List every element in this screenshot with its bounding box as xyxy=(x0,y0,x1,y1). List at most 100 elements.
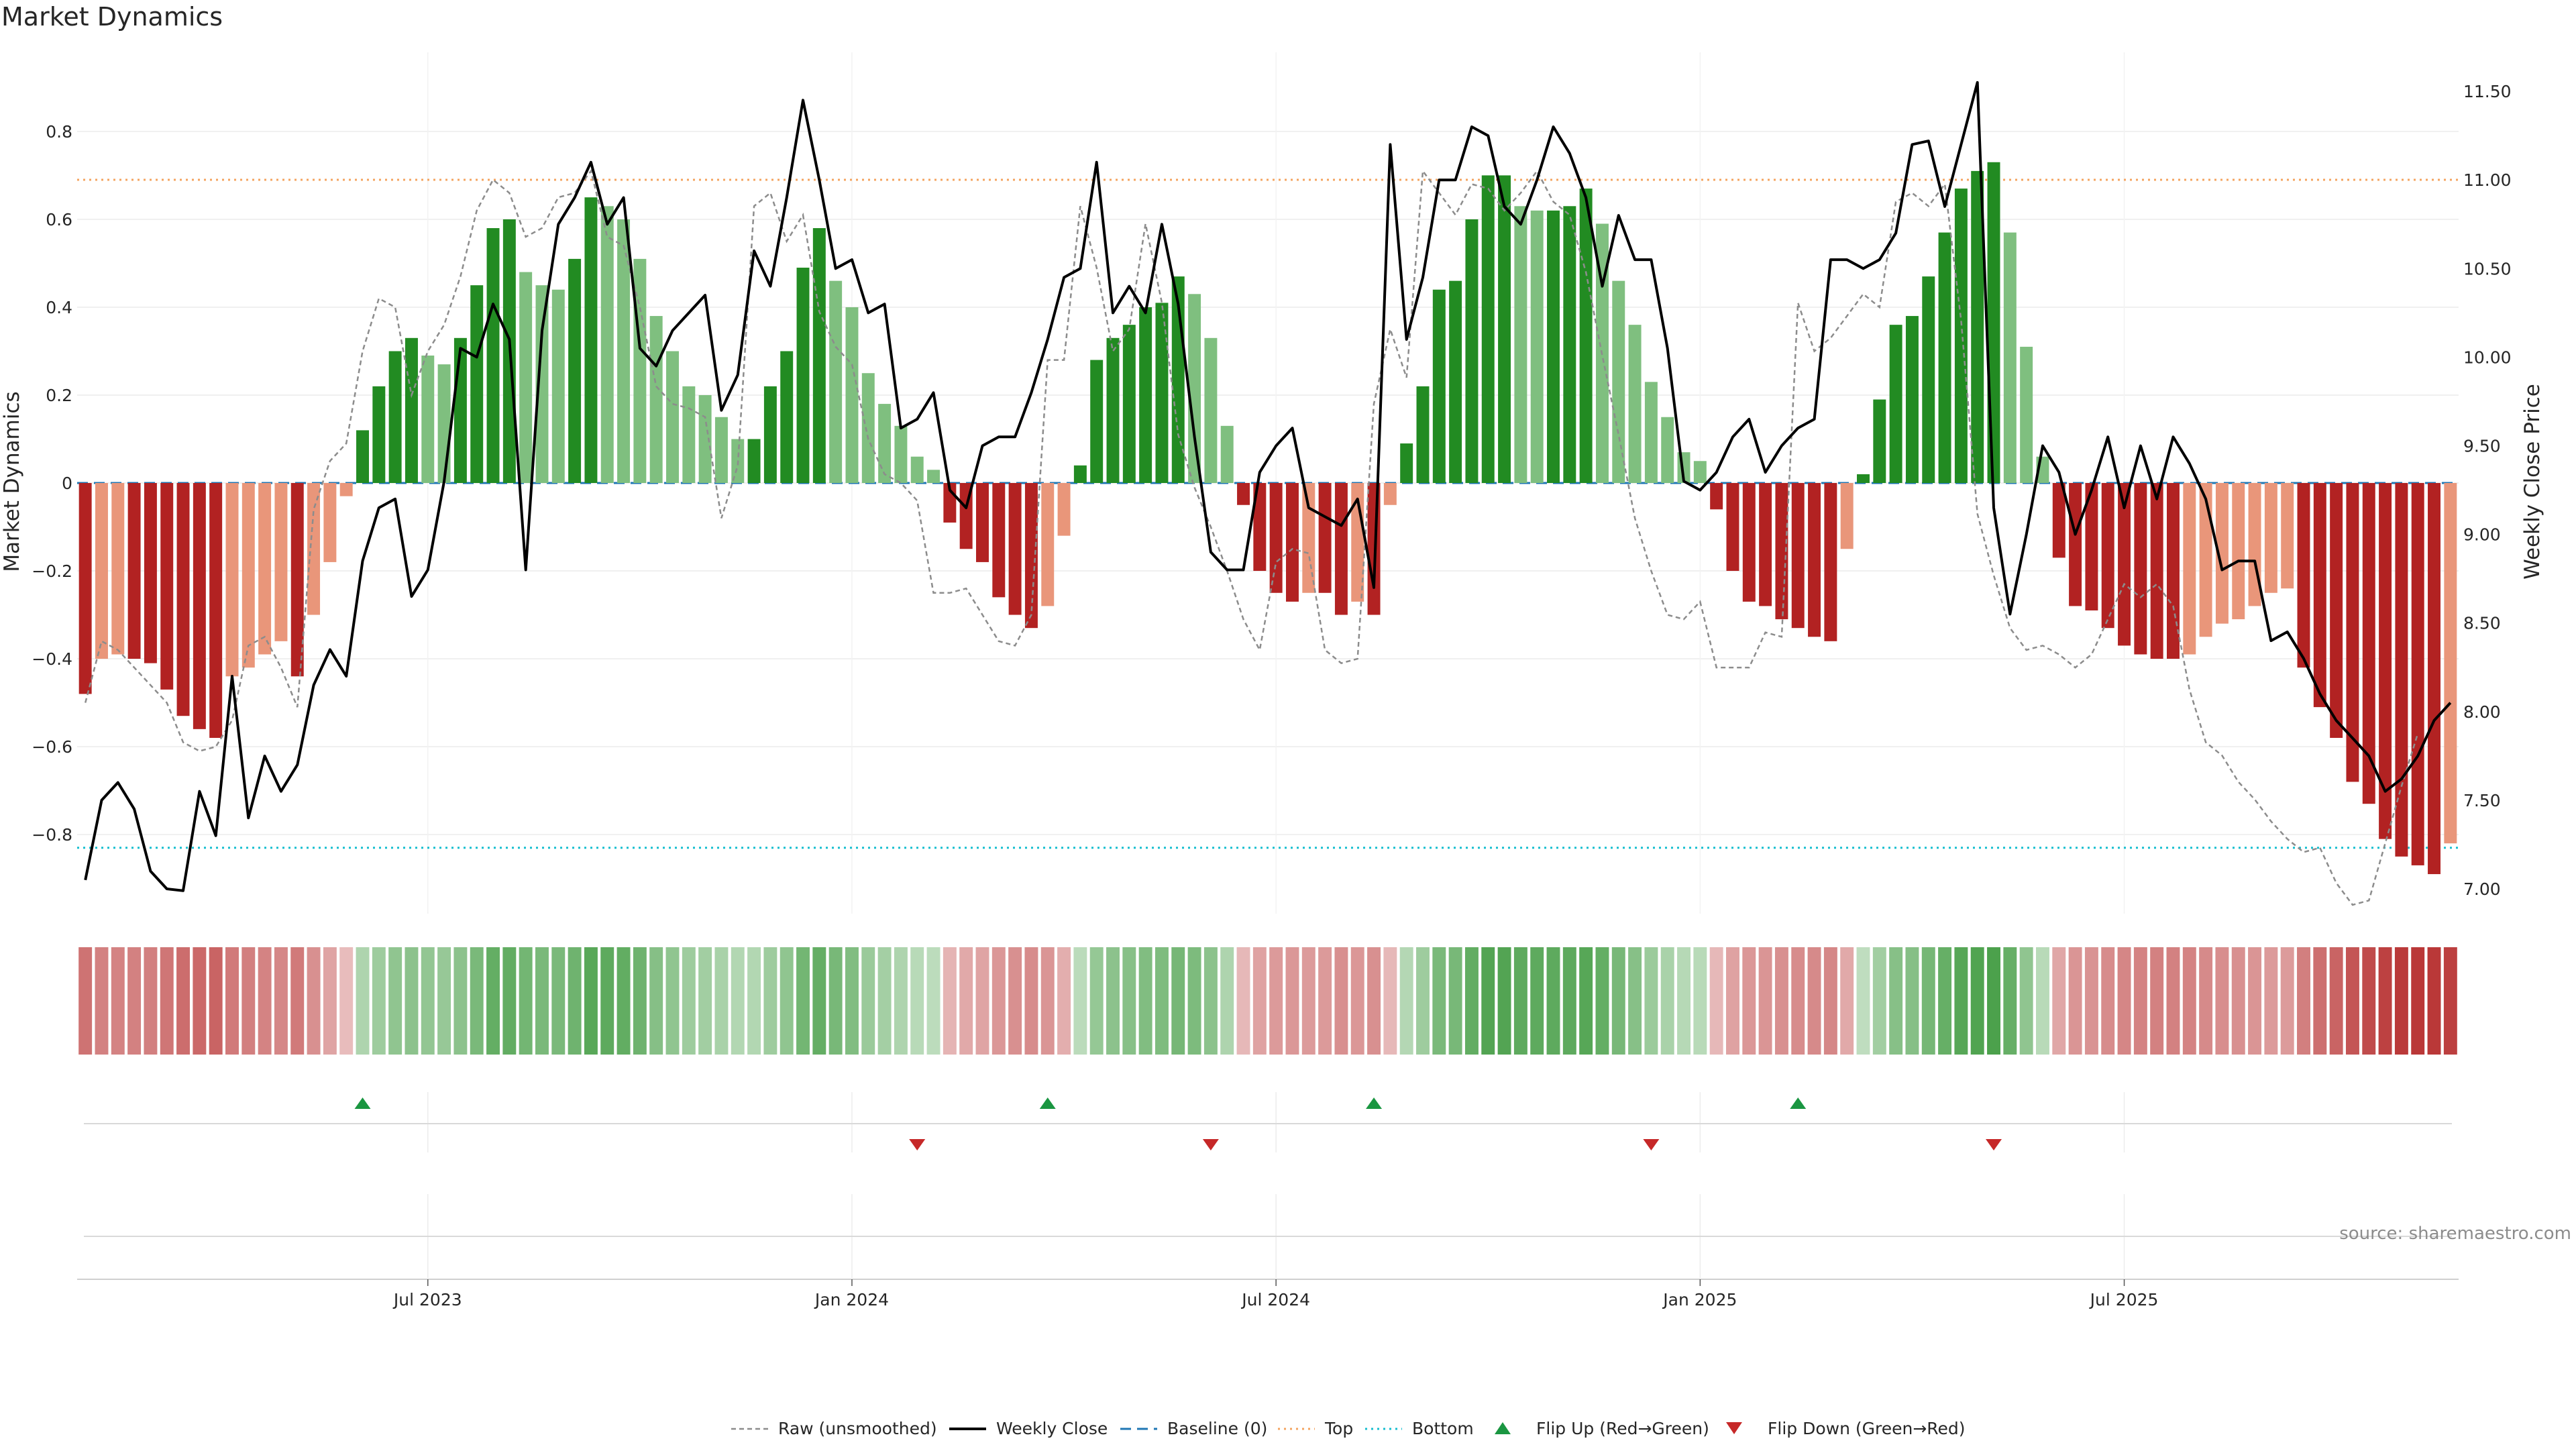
legend-label: Top xyxy=(1324,1419,1353,1438)
y-tick-label: 0 xyxy=(62,474,72,493)
dynamics-bar xyxy=(1106,337,1120,483)
dynamics-bar xyxy=(992,483,1006,598)
y-axis-label: Market Dynamics xyxy=(0,391,24,572)
regime-cell xyxy=(1905,947,1919,1055)
dynamics-bar xyxy=(519,272,533,483)
dynamics-bar xyxy=(1334,483,1348,615)
dynamics-bar xyxy=(405,337,418,483)
regime-cell xyxy=(551,947,566,1055)
regime-cell xyxy=(1252,947,1267,1055)
regime-cell xyxy=(2166,947,2180,1055)
regime-cell xyxy=(1644,947,1658,1055)
regime-cell xyxy=(2133,947,2147,1055)
regime-cell xyxy=(470,947,484,1055)
dynamics-bar xyxy=(2379,483,2392,839)
regime-cell xyxy=(1089,947,1104,1055)
regime-cell xyxy=(1057,947,1071,1055)
dynamics-bar xyxy=(1840,483,1854,549)
regime-cell xyxy=(780,947,794,1055)
dynamics-bar xyxy=(307,483,321,615)
regime-cell xyxy=(339,947,354,1055)
dynamics-bar xyxy=(976,483,989,562)
y2-tick-label: 7.00 xyxy=(2463,879,2501,899)
dynamics-bar xyxy=(649,316,663,483)
regime-cell xyxy=(1416,947,1430,1055)
dynamics-bar xyxy=(1383,483,1397,505)
regime-cell xyxy=(1269,947,1283,1055)
regime-cell xyxy=(1171,947,1185,1055)
dynamics-bar xyxy=(1922,276,1935,483)
regime-cell xyxy=(926,947,941,1055)
regime-strip xyxy=(78,947,2457,1055)
regime-cell xyxy=(405,947,419,1055)
dynamics-bar xyxy=(209,483,223,738)
regime-cell xyxy=(1791,947,1805,1055)
dynamics-bar xyxy=(1808,483,1821,637)
regime-cell xyxy=(2199,947,2213,1055)
regime-cell xyxy=(2362,947,2376,1055)
regime-cell xyxy=(2411,947,2425,1055)
dynamics-bar xyxy=(1693,461,1707,483)
regime-cell xyxy=(845,947,859,1055)
regime-cell xyxy=(584,947,598,1055)
legend-label: Raw (unsmoothed) xyxy=(778,1419,937,1438)
dynamics-bar xyxy=(127,483,141,659)
dynamics-bar xyxy=(812,228,826,483)
dynamics-bar xyxy=(2052,483,2065,558)
y2-tick-label: 7.50 xyxy=(2463,791,2501,810)
regime-cell xyxy=(2019,947,2033,1055)
regime-cell xyxy=(1611,947,1625,1055)
regime-cell xyxy=(176,947,191,1055)
dynamics-bar xyxy=(2134,483,2147,655)
regime-cell xyxy=(1513,947,1527,1055)
regime-cell xyxy=(861,947,875,1055)
regime-cell xyxy=(2345,947,2359,1055)
dynamics-bar xyxy=(894,425,908,483)
dynamics-bar xyxy=(1204,337,1218,483)
dynamics-bar xyxy=(1873,399,1886,483)
regime-cell xyxy=(698,947,712,1055)
dynamics-bar xyxy=(323,483,337,562)
regime-cell xyxy=(1677,947,1691,1055)
legend-label: Flip Down (Green→Red) xyxy=(1768,1419,1966,1438)
regime-cell xyxy=(2101,947,2115,1055)
regime-cell xyxy=(1481,947,1495,1055)
dynamics-bar xyxy=(2330,483,2343,738)
dynamics-bar xyxy=(1416,386,1430,483)
dynamics-bar xyxy=(1644,382,1658,483)
dynamics-bar xyxy=(2346,483,2359,782)
regime-cell xyxy=(2313,947,2327,1055)
y-tick-label: 0.4 xyxy=(46,298,72,317)
legend-label: Baseline (0) xyxy=(1167,1419,1267,1438)
regime-cell xyxy=(1106,947,1120,1055)
regime-cell xyxy=(2329,947,2343,1055)
regime-cell xyxy=(1073,947,1087,1055)
regime-cell xyxy=(1367,947,1381,1055)
dynamics-bar xyxy=(2215,483,2229,624)
regime-cell xyxy=(144,947,158,1055)
dynamics-bar xyxy=(1318,483,1332,593)
regime-cell xyxy=(95,947,109,1055)
legend-label: Flip Up (Red→Green) xyxy=(1536,1419,1709,1438)
dynamics-bar xyxy=(2199,483,2212,637)
dynamics-bar xyxy=(258,483,272,655)
regime-cell xyxy=(1530,947,1544,1055)
dynamics-bar xyxy=(176,483,190,716)
dynamics-bar xyxy=(1367,483,1381,615)
regime-cell xyxy=(2427,947,2441,1055)
dynamics-bar xyxy=(927,470,941,483)
regime-cell xyxy=(1024,947,1038,1055)
dynamics-bar xyxy=(763,386,777,483)
legend-flip-down-swatch xyxy=(1726,1422,1742,1434)
regime-cell xyxy=(731,947,745,1055)
regime-cell xyxy=(1138,947,1152,1055)
dynamics-bar xyxy=(1971,170,1984,483)
dynamics-bar xyxy=(1612,280,1625,483)
regime-cell xyxy=(1432,947,1446,1055)
source-note: source: sharemaestro.com xyxy=(2339,1224,2571,1244)
dynamics-bar xyxy=(421,356,435,483)
y-tick-label: −0.8 xyxy=(32,825,72,845)
regime-cell xyxy=(2280,947,2294,1055)
regime-cell xyxy=(975,947,989,1055)
